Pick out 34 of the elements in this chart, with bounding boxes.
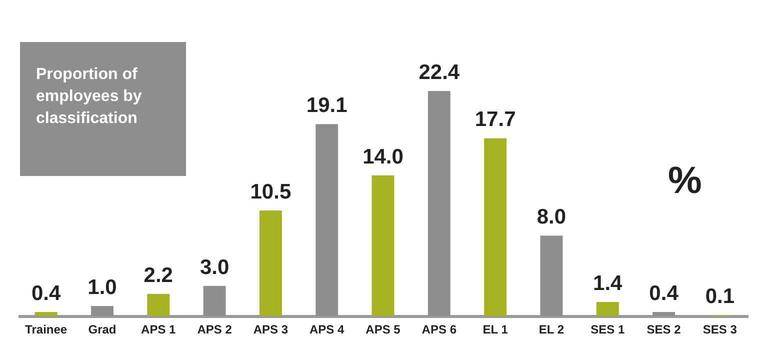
bar bbox=[596, 302, 619, 316]
x-tick-label: APS 6 bbox=[422, 322, 457, 336]
x-tick-label: SES 2 bbox=[646, 322, 682, 336]
bar bbox=[147, 294, 170, 316]
x-tick-label: SES 1 bbox=[590, 322, 625, 336]
x-tick-label: APS 2 bbox=[197, 322, 232, 336]
x-tick-label: EL 2 bbox=[538, 322, 564, 336]
x-tick-label: APS 4 bbox=[310, 322, 345, 336]
title-panel: Proportion of employees by classification bbox=[20, 42, 186, 176]
data-label: 14.0 bbox=[362, 145, 404, 168]
data-label: 3.0 bbox=[200, 256, 230, 279]
x-tick-label: APS 3 bbox=[253, 322, 288, 336]
data-label: 19.1 bbox=[306, 94, 348, 118]
data-label: 8.0 bbox=[536, 206, 566, 229]
data-label: 0.1 bbox=[705, 284, 735, 308]
data-label: 22.4 bbox=[418, 61, 460, 84]
data-label: 17.7 bbox=[474, 108, 516, 132]
bar bbox=[34, 312, 58, 316]
data-label: 0.4 bbox=[649, 282, 679, 305]
bar bbox=[484, 138, 507, 316]
data-label: 10.5 bbox=[250, 180, 292, 204]
data-label: 2.2 bbox=[144, 264, 173, 287]
bar bbox=[372, 175, 394, 316]
annotation: % bbox=[668, 160, 702, 203]
data-label: 0.4 bbox=[31, 282, 61, 305]
bar bbox=[259, 210, 282, 316]
data-label: 1.0 bbox=[88, 276, 117, 299]
x-tick-label: APS 1 bbox=[141, 322, 176, 336]
x-tick-label: APS 5 bbox=[366, 322, 401, 336]
x-tick-label: EL 1 bbox=[482, 322, 508, 336]
x-tick-label: SES 3 bbox=[702, 322, 738, 336]
data-label: 1.4 bbox=[593, 272, 623, 295]
x-tick-label: Trainee bbox=[25, 322, 68, 336]
x-tick-label: Grad bbox=[88, 322, 116, 336]
